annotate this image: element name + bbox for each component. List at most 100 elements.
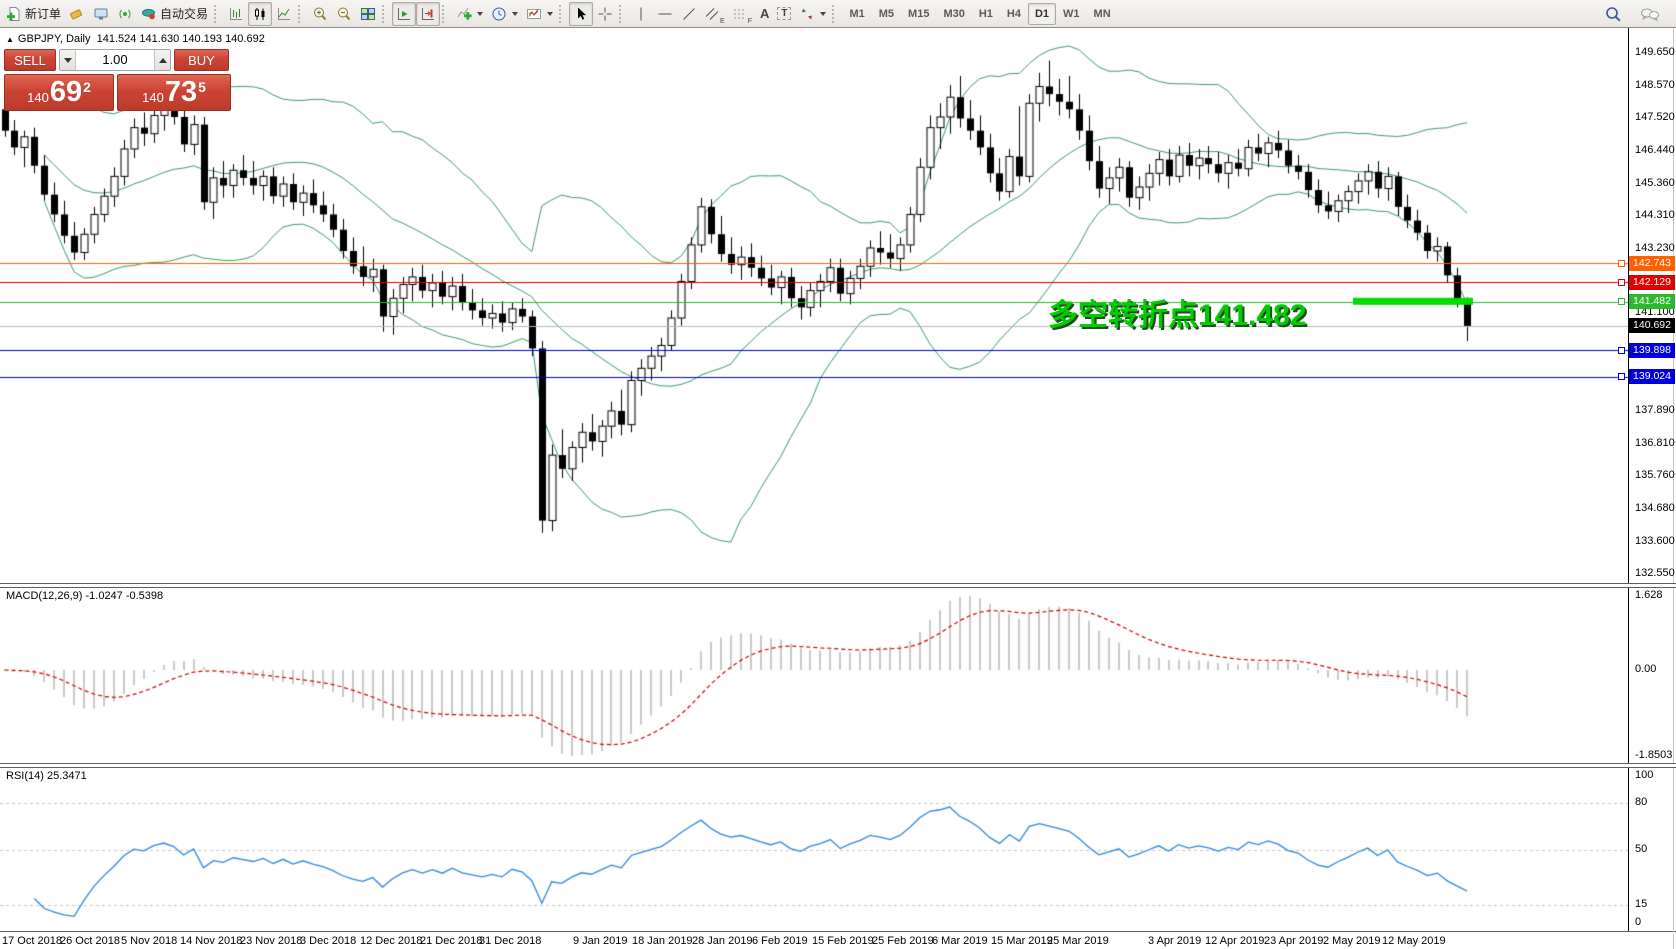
line-chart-button[interactable] <box>272 2 296 26</box>
toolbar-grip[interactable] <box>382 4 388 23</box>
styler-button[interactable] <box>65 2 89 26</box>
chat-icon <box>1640 6 1660 22</box>
zoom-in-button[interactable] <box>308 2 332 26</box>
panel-splitter-rsi[interactable] <box>0 763 1676 768</box>
buy-price-button[interactable]: 140 73 5 <box>117 74 231 111</box>
vertical-line-button[interactable] <box>629 2 653 26</box>
toolbar-grip[interactable] <box>214 4 220 23</box>
line-handle[interactable] <box>1618 278 1625 286</box>
auto-scroll-button[interactable] <box>392 1 417 26</box>
price-tick-label: 134.680 <box>1635 502 1675 515</box>
macd-tick-label: 1.628 <box>1635 589 1663 601</box>
trendline-icon <box>681 6 697 22</box>
candlestick-chart-button[interactable] <box>248 1 273 26</box>
zoom-out-button[interactable] <box>332 2 356 26</box>
zoom-out-icon <box>336 6 352 22</box>
chat-button[interactable] <box>1636 2 1664 26</box>
rsi-tick-label: 80 <box>1635 796 1648 809</box>
crosshair-button[interactable] <box>593 2 617 26</box>
sell-price-button[interactable]: 140 69 2 <box>4 74 114 111</box>
indicators-button[interactable] <box>452 2 487 26</box>
timeframe-button-h4[interactable]: H4 <box>1000 3 1028 25</box>
date-label: 12 Apr 2019 <box>1205 935 1265 947</box>
cursor-button[interactable] <box>569 1 594 26</box>
tile-windows-button[interactable] <box>356 2 380 26</box>
price-tick-label: 145.360 <box>1635 176 1675 189</box>
market-watch-button[interactable] <box>89 2 113 26</box>
timeframe-button-w1[interactable]: W1 <box>1056 3 1087 25</box>
timeframe-button-h1[interactable]: H1 <box>972 3 1000 25</box>
tile-windows-icon <box>360 6 376 22</box>
eraser-icon <box>69 6 85 22</box>
bar-chart-button[interactable] <box>224 2 248 26</box>
text-label-button[interactable]: T <box>773 2 795 26</box>
fibonacci-sub-label: F <box>747 17 752 25</box>
toolbar-grip[interactable] <box>559 4 565 23</box>
timeframe-toolbar: M1 M5 M15 M30 H1 H4 D1 W1 MN <box>842 1 1117 27</box>
new-order-button[interactable]: 新订单 <box>2 2 65 26</box>
signal-icon <box>117 6 133 22</box>
periods-button[interactable] <box>487 2 522 26</box>
timeframe-button-mn[interactable]: MN <box>1087 3 1118 25</box>
equidistant-channel-button[interactable]: E <box>701 2 729 26</box>
text-button[interactable]: A <box>756 2 773 26</box>
line-handle[interactable] <box>1618 298 1625 306</box>
volume-input[interactable]: 1.00 <box>76 50 154 70</box>
line-handle[interactable] <box>1618 373 1625 381</box>
chart-annotation-text[interactable]: 多空转折点141.482 <box>1048 299 1307 332</box>
collapse-arrow-icon: ▲ <box>6 35 14 44</box>
toolbar-grip[interactable] <box>832 4 838 23</box>
toolbar-grip[interactable] <box>442 4 448 23</box>
signals-button[interactable] <box>113 2 137 26</box>
price-axis[interactable] <box>1628 28 1676 931</box>
panel-splitter-macd[interactable] <box>0 583 1676 588</box>
date-label: 28 Jan 2019 <box>692 935 753 947</box>
date-label: 25 Mar 2019 <box>1047 935 1109 947</box>
date-label: 2 May 2019 <box>1323 935 1381 947</box>
timeframe-button-m30[interactable]: M30 <box>936 3 971 25</box>
horizontal-line-button[interactable] <box>653 2 677 26</box>
volume-decrease-button[interactable] <box>60 50 76 70</box>
toolbar: 新订单 自动交易 <box>0 0 1676 28</box>
rsi-tick-label: 50 <box>1635 843 1648 855</box>
macd-tick-label: 0.00 <box>1635 663 1657 675</box>
buy-button[interactable]: BUY <box>174 49 229 71</box>
date-label: 17 Oct 2018 <box>2 935 62 947</box>
dropdown-caret-icon <box>820 11 827 16</box>
auto-scroll-icon <box>396 6 412 22</box>
window-edge <box>1673 28 1674 949</box>
search-button[interactable] <box>1600 2 1626 26</box>
price-tick-label: 148.570 <box>1635 78 1675 91</box>
auto-trading-icon <box>141 6 157 22</box>
channel-icon <box>705 6 719 22</box>
timeframe-button-m15[interactable]: M15 <box>901 3 936 25</box>
toolbar-grip[interactable] <box>619 4 625 23</box>
toolbar-grip[interactable] <box>298 4 304 23</box>
date-label: 3 Apr 2019 <box>1148 935 1202 947</box>
bid-price-tag: 140.692 <box>1629 318 1675 334</box>
volume-spinner: 1.00 <box>59 49 171 71</box>
timeframe-button-d1[interactable]: D1 <box>1027 2 1057 25</box>
line-handle[interactable] <box>1618 259 1625 267</box>
timeframe-button-m1[interactable]: M1 <box>842 3 871 25</box>
templates-button[interactable] <box>522 2 557 26</box>
buy-price-sup: 5 <box>198 79 206 95</box>
triangle-up-icon <box>158 57 167 63</box>
timeframe-button-m5[interactable]: M5 <box>872 3 901 25</box>
zoom-in-icon <box>312 6 328 22</box>
trendline-button[interactable] <box>677 2 701 26</box>
chart-shift-button[interactable] <box>416 1 441 26</box>
fibonacci-button[interactable]: F <box>729 2 756 26</box>
auto-trading-button[interactable]: 自动交易 <box>137 2 212 26</box>
price-line-tag: 139.024 <box>1629 369 1675 385</box>
line-handle[interactable] <box>1618 346 1625 354</box>
buy-price-big: 73 <box>164 76 198 108</box>
time-axis[interactable] <box>0 931 1676 949</box>
price-tick-label: 135.760 <box>1635 469 1675 482</box>
price-tick-label: 146.440 <box>1635 143 1675 156</box>
sell-price-big: 69 <box>49 76 83 108</box>
arrows-button[interactable] <box>795 2 830 26</box>
sell-button[interactable]: SELL <box>4 49 56 71</box>
volume-increase-button[interactable] <box>154 50 170 70</box>
